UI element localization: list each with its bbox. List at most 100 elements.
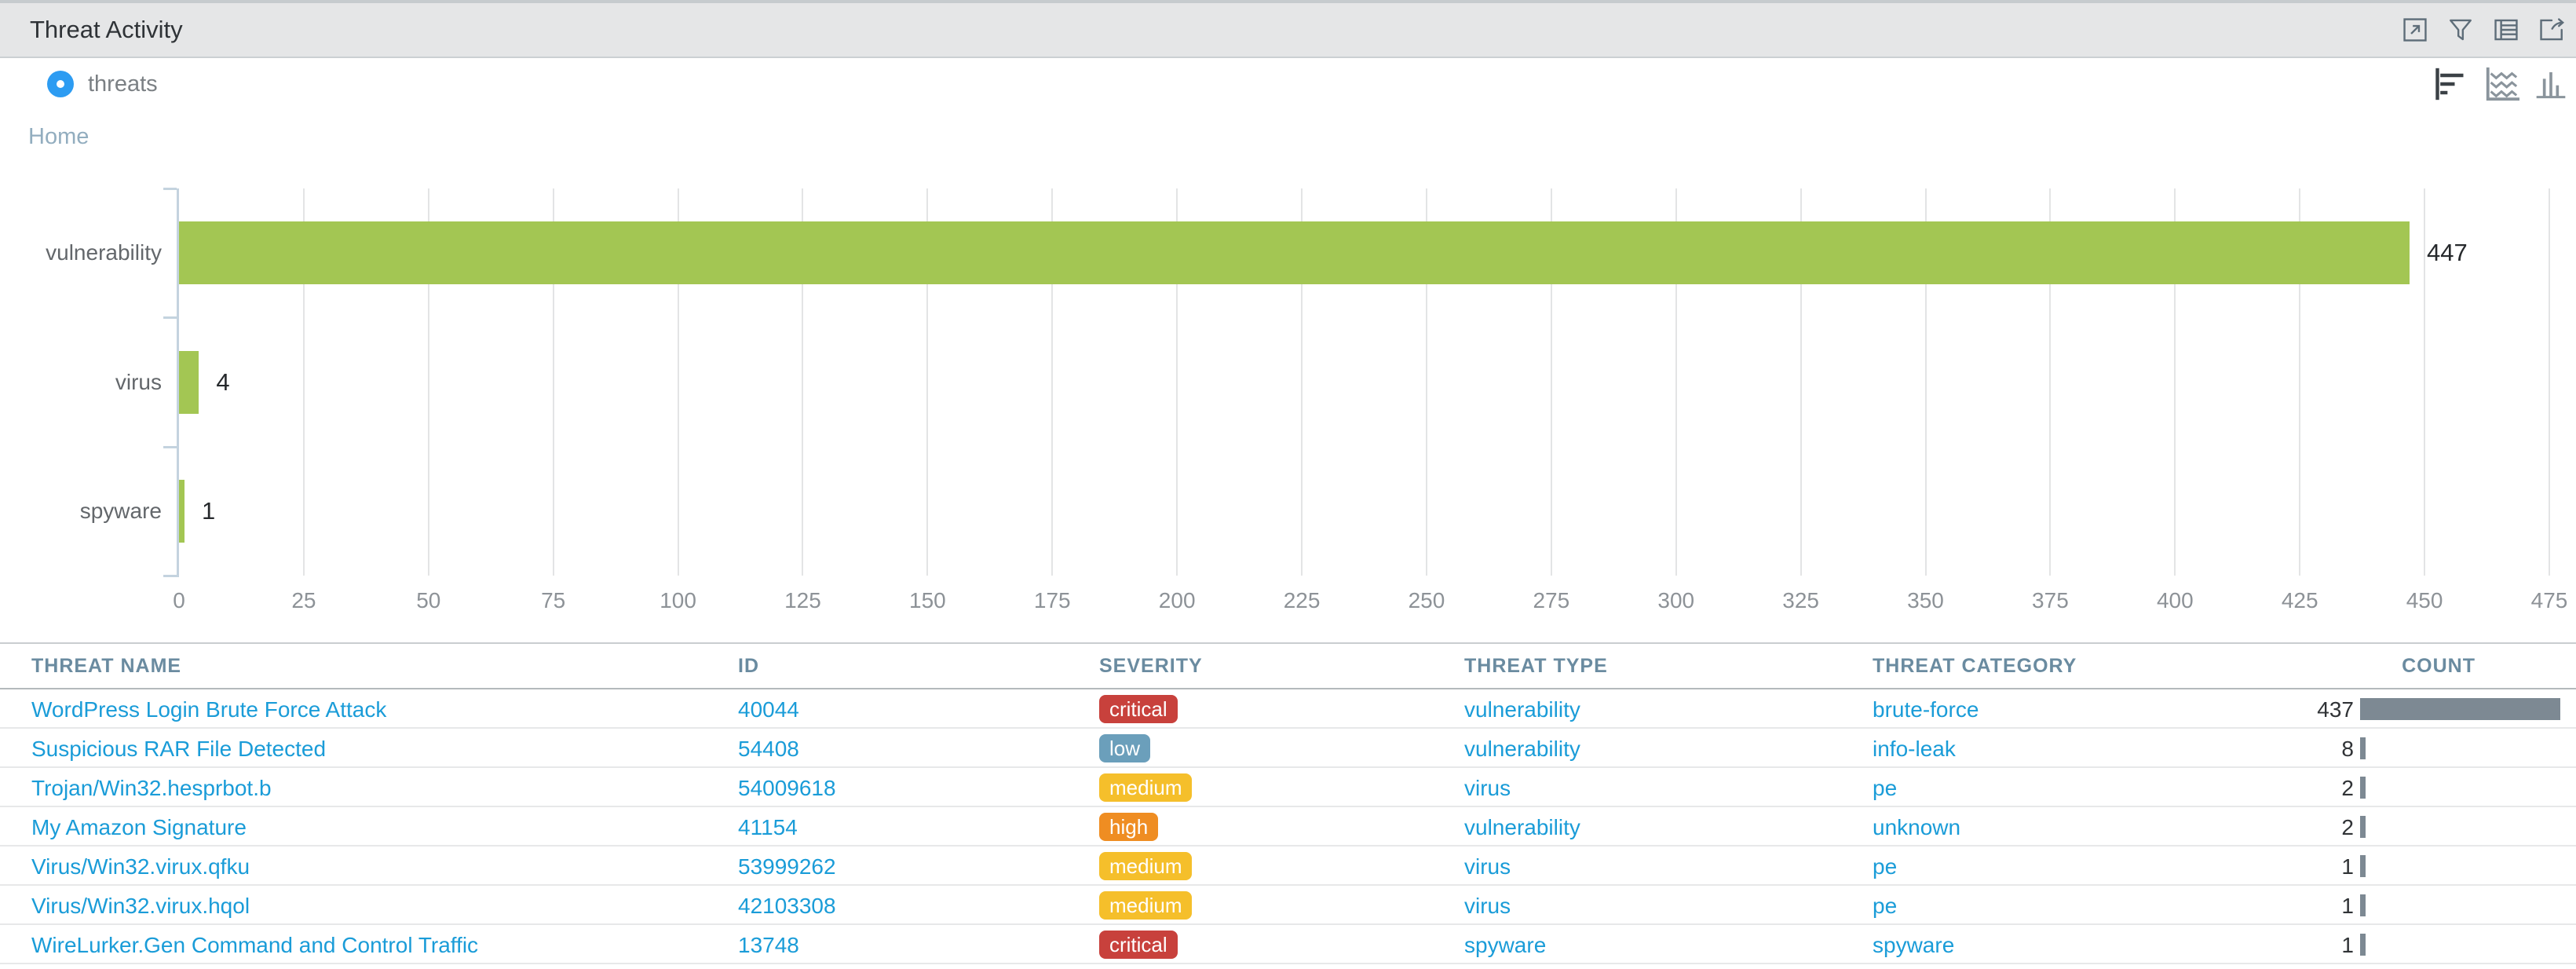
chart-gridline [2549,188,2550,576]
x-axis-tick-label: 150 [909,588,946,612]
threat-name-link[interactable]: WordPress Login Brute Force Attack [31,697,387,722]
column-header-count[interactable]: COUNT [2402,655,2476,677]
threat-category-link[interactable]: pe [1873,776,1898,800]
column-header-threat-category[interactable]: THREAT CATEGORY [1873,655,2077,677]
count-value: 2 [2341,815,2354,839]
count-value: 1 [2341,933,2354,957]
category-label: virus [115,369,162,394]
chart-gridline [2424,188,2426,576]
x-axis-tick-label: 225 [1283,588,1321,612]
column-chart-icon[interactable] [2535,66,2567,102]
column-header-threat-name[interactable]: THREAT NAME [31,655,182,677]
area-chart-icon[interactable] [2483,66,2519,102]
x-axis-tick-label: 200 [1158,588,1196,612]
count-bar [2360,737,2366,759]
y-axis-tick [163,188,177,190]
count-value: 1 [2341,894,2354,918]
chart-gridline [926,188,929,576]
count-bar [2360,698,2560,720]
column-header-severity[interactable]: SEVERITY [1099,655,1203,677]
threat-type-link[interactable]: virus [1464,894,1511,918]
column-header-id[interactable]: ID [738,655,759,677]
chart-bar[interactable] [179,479,185,543]
threat-type-link[interactable]: virus [1464,776,1511,800]
export-icon[interactable] [2538,16,2565,43]
chart-gridline [802,188,804,576]
threat-type-link[interactable]: virus [1464,854,1511,879]
chart-gridline [1301,188,1303,576]
chart-gridline [1800,188,1802,576]
threat-category-link[interactable]: pe [1873,854,1898,879]
count-value: 1 [2341,854,2354,879]
chart-bar[interactable] [179,350,199,414]
breadcrumb-home[interactable]: Home [28,124,90,149]
threat-id-link[interactable]: 53999262 [738,854,836,879]
threat-category-link[interactable]: info-leak [1873,737,1956,761]
threat-name-link[interactable]: Virus/Win32.virux.hqol [31,894,250,918]
table-row: WordPress Login Brute Force Attack 40044 v… [0,689,2576,729]
count-bar [2360,777,2366,799]
page-title: Threat Activity [30,16,183,43]
threat-type-link[interactable]: vulnerability [1464,815,1580,839]
threat-id-link[interactable]: 54408 [738,737,799,761]
x-axis-tick-label: 275 [1533,588,1570,612]
threat-type-link[interactable]: vulnerability [1464,737,1580,761]
threat-name-link[interactable]: Trojan/Win32.hesprbot.b [31,776,272,800]
expand-icon[interactable] [2402,16,2428,43]
threat-category-link[interactable]: unknown [1873,815,1961,839]
chart-gridline [1051,188,1054,576]
threat-name-link[interactable]: Suspicious RAR File Detected [31,737,327,761]
chart-gridline [427,188,429,576]
legend-label: threats [88,71,158,97]
horizontal-bar-chart-icon[interactable] [2433,66,2468,102]
severity-badge: critical [1099,695,1178,723]
x-axis-tick-label: 300 [1657,588,1695,612]
table-header-row: THREAT NAME ID SEVERITY THREAT TYPE THRE… [0,644,2576,689]
threats-series-dot-icon [47,71,74,97]
category-label: spyware [79,498,162,523]
chart-type-switcher [2433,66,2567,102]
severity-badge: medium [1099,773,1193,802]
chart-gridline [2049,188,2052,576]
table-body: WordPress Login Brute Force Attack 40044 v… [0,689,2576,964]
table-row: Trojan/Win32.hesprbot.b 54009618 virus pe me… [0,768,2576,807]
threat-name-link[interactable]: My Amazon Signature [31,815,247,839]
count-bar [2360,816,2366,838]
threat-id-link[interactable]: 54009618 [738,776,836,800]
severity-badge: medium [1099,891,1193,920]
threat-name-link[interactable]: Virus/Win32.virux.qfku [31,854,250,879]
threat-type-link[interactable]: spyware [1464,933,1547,957]
threat-name-link[interactable]: WireLurker.Gen Command and Control Traff… [31,933,479,957]
chart-gridline [2299,188,2301,576]
count-bar [2360,855,2366,877]
chart-gridline [1176,188,1178,576]
table-row: My Amazon Signature 41154 vulnerability unk… [0,807,2576,847]
count-value: 437 [2317,697,2354,722]
threat-id-link[interactable]: 13748 [738,933,799,957]
title-bar-actions [2402,3,2565,57]
threat-type-link[interactable]: vulnerability [1464,697,1580,722]
threat-category-link[interactable]: brute-force [1873,697,1979,722]
count-value: 2 [2341,776,2354,800]
x-axis-tick-label: 0 [173,588,185,612]
threat-id-link[interactable]: 42103308 [738,894,836,918]
chart-gridline [1425,188,1427,576]
column-header-threat-type[interactable]: THREAT TYPE [1464,655,1608,677]
x-axis-tick-label: 250 [1408,588,1445,612]
table-view-icon[interactable] [2493,16,2519,43]
x-axis-tick-label: 175 [1033,588,1071,612]
chart-bar[interactable] [179,221,2410,285]
severity-badge: low [1099,734,1151,762]
x-axis-tick-label: 325 [1782,588,1819,612]
category-label: vulnerability [46,240,162,265]
chart-gridline [1550,188,1552,576]
y-axis-tick [163,316,177,320]
threat-category-link[interactable]: spyware [1873,933,1955,957]
x-axis-tick-label: 50 [416,588,441,612]
threat-id-link[interactable]: 41154 [738,815,798,839]
threat-id-link[interactable]: 40044 [738,697,799,722]
filter-icon[interactable] [2447,16,2474,43]
x-axis-tick-label: 425 [2281,588,2318,612]
threat-category-link[interactable]: pe [1873,894,1898,918]
